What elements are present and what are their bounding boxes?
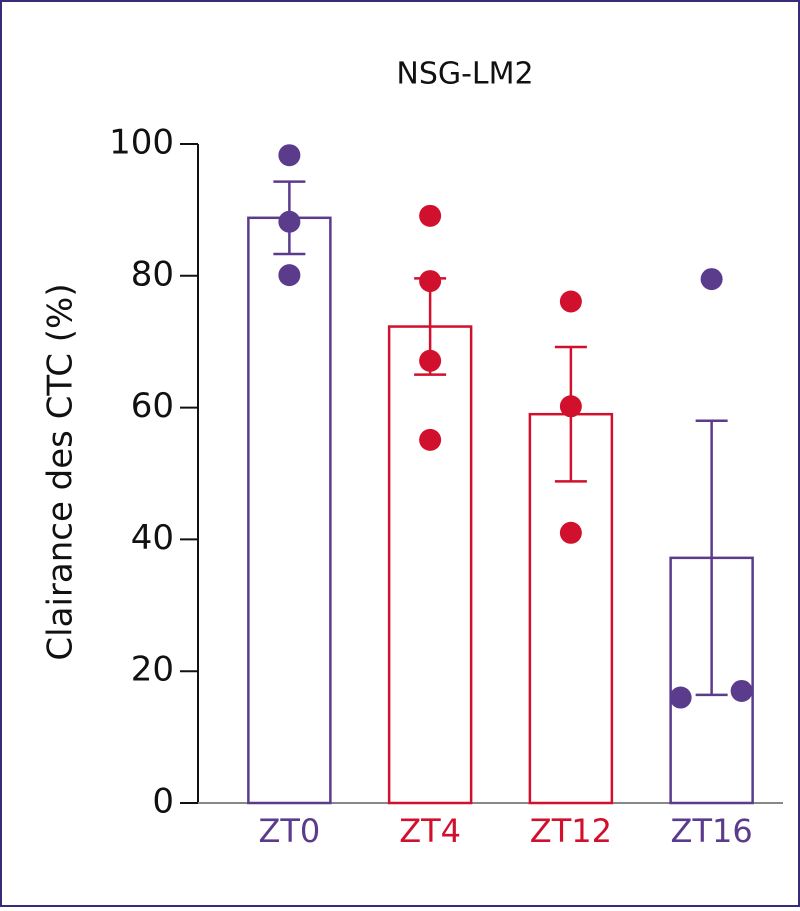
y-tick-label: 60: [131, 386, 174, 426]
y-tick-label: 20: [131, 650, 174, 690]
data-point: [278, 210, 301, 233]
chart-title: NSG-LM2: [396, 57, 533, 92]
x-tick-label: ZT16: [671, 812, 753, 850]
x-tick-label: ZT0: [258, 812, 320, 850]
y-axis-label: Clairance des CTC (%): [41, 283, 81, 660]
data-point: [559, 395, 582, 418]
data-point: [700, 268, 723, 291]
x-tick-label: ZT4: [399, 812, 461, 850]
data-point: [419, 428, 442, 451]
error-bar: [695, 419, 728, 697]
data-point: [278, 144, 301, 167]
data-point: [419, 204, 442, 227]
x-tick-label: ZT12: [530, 812, 612, 850]
y-tick-label: 40: [131, 518, 174, 558]
y-tick-label: 100: [109, 123, 174, 163]
data-point: [559, 290, 582, 313]
data-point: [419, 270, 442, 293]
data-point: [730, 679, 753, 702]
data-point: [669, 686, 692, 709]
y-tick-label: 80: [131, 254, 174, 294]
data-point: [419, 349, 442, 372]
y-tick-label: 0: [152, 782, 174, 822]
data-point: [278, 264, 301, 287]
data-point: [559, 521, 582, 544]
